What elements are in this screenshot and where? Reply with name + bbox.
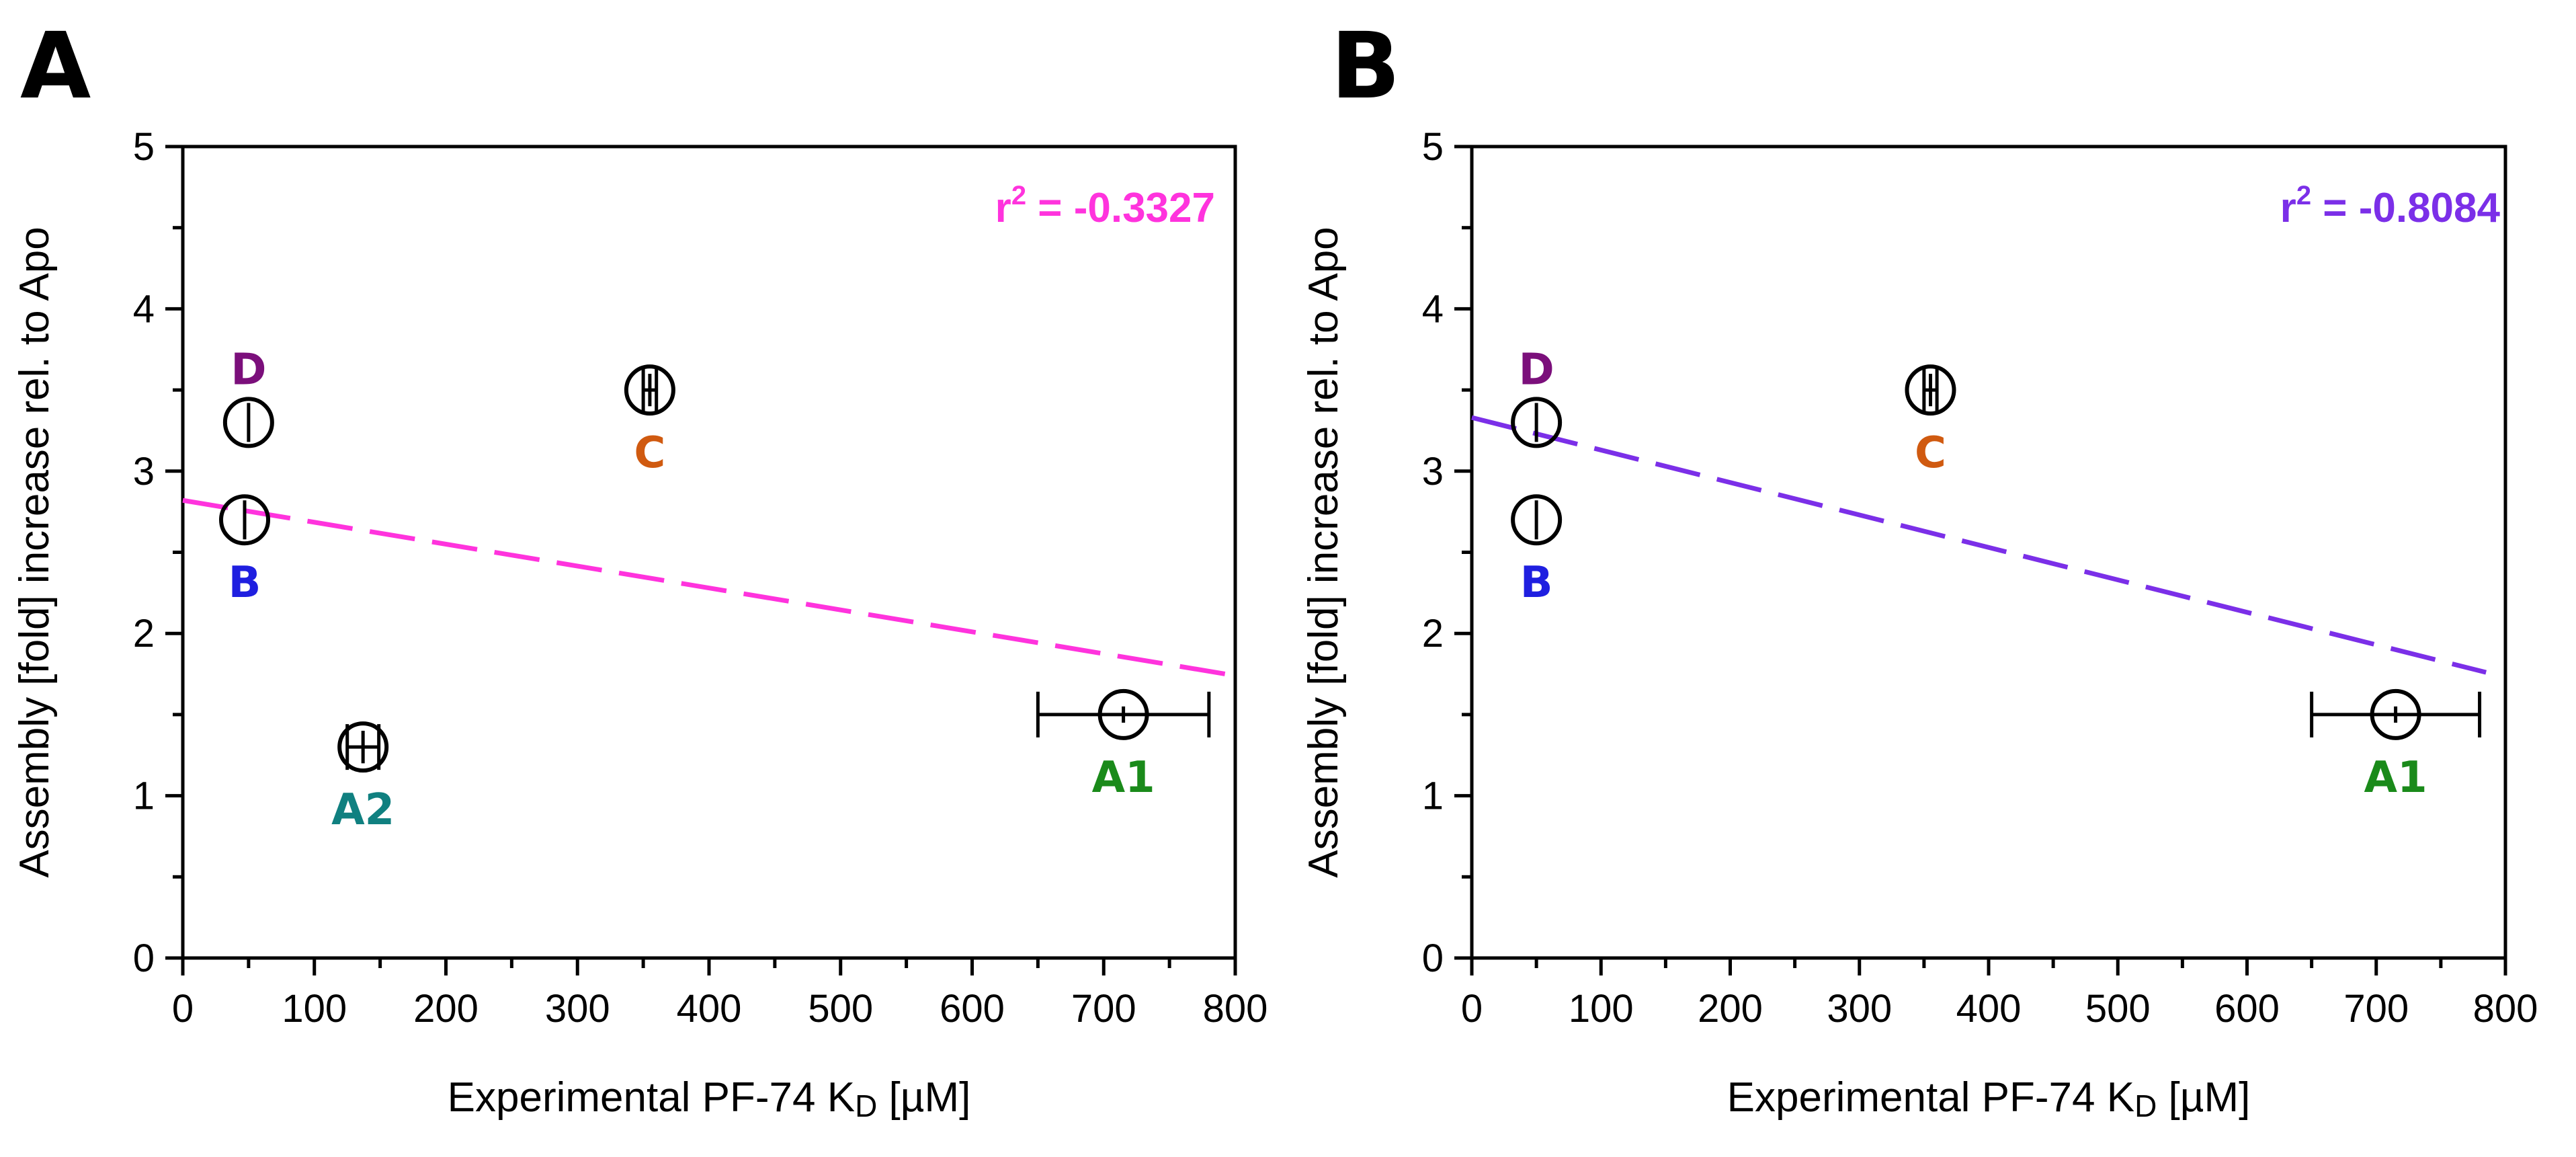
- x-axis-label: Experimental PF-74 KD [µM]: [448, 1074, 971, 1123]
- plot-frame: [181, 145, 1237, 960]
- r-squared-value: = -0.3327: [1026, 185, 1215, 231]
- data-marker: [624, 364, 675, 416]
- x-tick-label: 0: [1461, 987, 1483, 1031]
- panel-letter: B: [1331, 13, 1401, 120]
- r-squared-r: r: [995, 185, 1011, 231]
- x-tick-label: 200: [413, 987, 479, 1031]
- x-tick-label: 500: [808, 987, 873, 1031]
- data-point-label: B: [228, 558, 261, 608]
- plot-frame: [1470, 145, 2507, 960]
- x-tick-label: 800: [2473, 987, 2538, 1031]
- y-axis-label: Assembly [fold] increase rel. to Apo: [1300, 227, 1347, 877]
- data-point-label: B: [1520, 558, 1553, 608]
- fit-line: [1471, 415, 2487, 675]
- data-marker: [219, 494, 271, 546]
- data-point-d: D: [1511, 345, 1563, 448]
- panel-letter: A: [20, 13, 91, 120]
- x-tick-label: 600: [940, 987, 1005, 1031]
- x-tick-label: 600: [2214, 987, 2280, 1031]
- y-tick-label: 4: [133, 287, 155, 331]
- x-axis-label-unit: [µM]: [2157, 1074, 2250, 1121]
- data-point-d: D: [222, 345, 274, 448]
- y-tick-label: 1: [1422, 774, 1444, 818]
- y-tick-label: 5: [1422, 125, 1444, 169]
- x-tick-label: 200: [1698, 987, 1763, 1031]
- y-tick-label: 3: [1422, 450, 1444, 493]
- x-axis-label-unit: [µM]: [877, 1074, 970, 1121]
- data-point-a1: A1: [2310, 688, 2482, 803]
- data-point-label: D: [231, 345, 266, 395]
- x-axis-label-main: Experimental PF-74 K: [448, 1074, 855, 1121]
- x-tick-label: 100: [282, 987, 347, 1031]
- data-point-a2: A2: [331, 721, 394, 835]
- data-point-b: B: [1511, 494, 1563, 608]
- r-squared-r: r: [2280, 185, 2296, 231]
- y-tick-label: 2: [133, 612, 155, 655]
- r-squared-value: = -0.8084: [2311, 185, 2500, 231]
- x-axis-label-main: Experimental PF-74 K: [1727, 1074, 2134, 1121]
- data-point-c: C: [624, 364, 675, 478]
- x-tick-label: 300: [1827, 987, 1892, 1031]
- y-tick-label: 0: [1422, 936, 1444, 980]
- data-marker: [1097, 688, 1149, 740]
- x-tick-label: 700: [1071, 987, 1136, 1031]
- fit-line: [182, 497, 1236, 678]
- data-marker: [1905, 364, 1956, 416]
- r-squared-superscript: 2: [2296, 181, 2311, 210]
- y-axis-label: Assembly [fold] increase rel. to Apo: [11, 227, 58, 877]
- x-tick-label: 400: [677, 987, 742, 1031]
- data-marker: [2370, 688, 2421, 740]
- data-point-label: A2: [331, 785, 394, 835]
- data-marker: [222, 397, 274, 448]
- data-point-c: C: [1905, 364, 1956, 478]
- y-tick-label: 2: [1422, 612, 1444, 655]
- y-tick-label: 0: [133, 936, 155, 980]
- data-point-label: A1: [1092, 753, 1155, 803]
- data-marker: [337, 721, 389, 773]
- x-axis-label-subscript: D: [855, 1088, 877, 1123]
- data-point-label: D: [1519, 345, 1554, 395]
- y-tick-label: 4: [1422, 287, 1444, 331]
- data-point-a1: A1: [1036, 688, 1211, 803]
- x-tick-label: 500: [2085, 987, 2151, 1031]
- x-tick-label: 300: [545, 987, 610, 1031]
- x-axis-label-subscript: D: [2134, 1088, 2157, 1123]
- data-marker: [1511, 494, 1563, 546]
- panel-a: A 0 100 200 300 400 500 600 700 800 0 1 2 3 4 5 Experime…: [11, 13, 1268, 1123]
- x-tick-label: 400: [1956, 987, 2022, 1031]
- x-tick-label: 700: [2343, 987, 2409, 1031]
- data-point-label: C: [634, 428, 665, 478]
- r-squared-annotation: r2 = -0.8084: [2280, 181, 2501, 231]
- y-tick-label: 5: [133, 125, 155, 169]
- panel-b: B 0 100 200 300 400 500 600 700 800 0 1 2 3 4 5 Experime…: [1300, 13, 2538, 1123]
- x-axis-label: Experimental PF-74 KD [µM]: [1727, 1074, 2251, 1123]
- data-point-label: A1: [2364, 753, 2427, 803]
- x-tick-label: 800: [1203, 987, 1268, 1031]
- data-point-label: C: [1915, 428, 1946, 478]
- y-tick-label: 3: [133, 450, 155, 493]
- y-tick-label: 1: [133, 774, 155, 818]
- r-squared-annotation: r2 = -0.3327: [995, 181, 1215, 231]
- data-marker: [1511, 397, 1563, 448]
- x-tick-label: 0: [172, 987, 194, 1031]
- x-tick-label: 100: [1569, 987, 1634, 1031]
- data-point-b: B: [219, 494, 271, 608]
- r-squared-superscript: 2: [1011, 181, 1026, 210]
